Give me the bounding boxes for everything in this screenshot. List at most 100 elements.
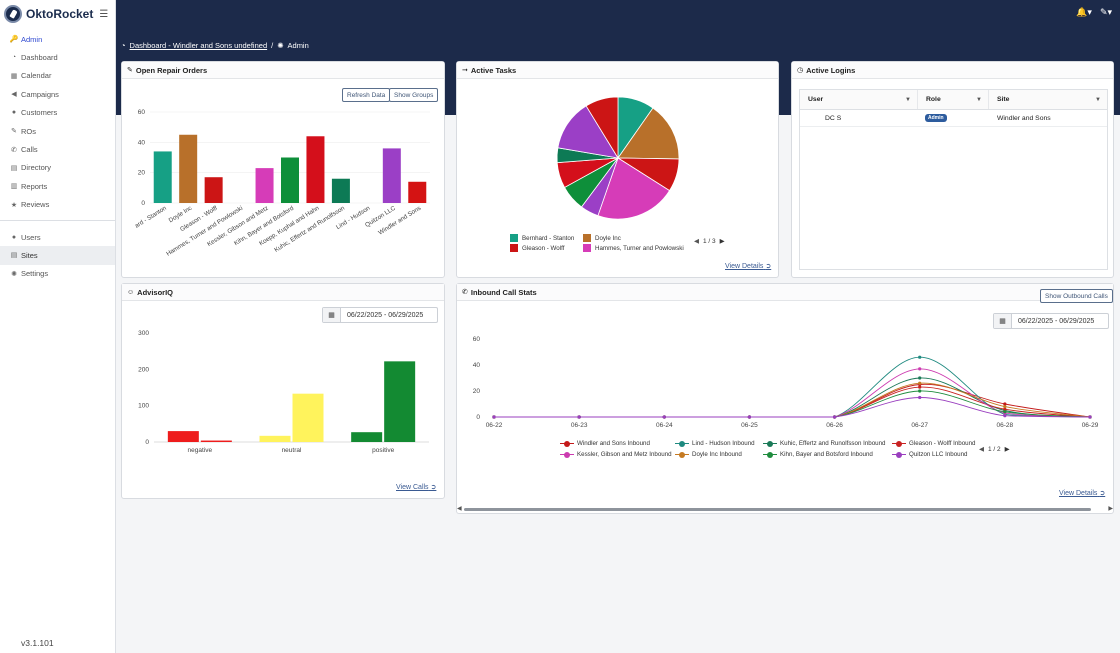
pager-prev-icon[interactable]: ◀	[694, 238, 699, 245]
sidebar-item-dashboard[interactable]: ◔ Dashboard	[0, 48, 115, 66]
scrollbar-thumb[interactable]	[464, 508, 1091, 511]
sidebar-item-sites[interactable]: ▤ Sites	[0, 246, 115, 265]
legend-item[interactable]: Kihn, Bayer and Botsford Inbound	[763, 451, 873, 458]
active-logins-table: User ▼ Role ▼ Site ▼ DC S Admin Windler and…	[799, 89, 1108, 270]
legend-swatch	[583, 234, 591, 242]
legend-item[interactable]: Gleason - Wolff	[510, 244, 564, 252]
bar	[200, 440, 232, 442]
legend-item[interactable]: Hammes, Turner and Powlowski	[583, 244, 684, 252]
view-calls-link[interactable]: View Calls ➲	[396, 483, 436, 491]
pager-next-icon[interactable]: ▶	[1004, 446, 1010, 453]
legend-item[interactable]: Kessler, Gibson and Metz Inbound	[560, 451, 672, 458]
calendar-icon: ▦	[994, 314, 1012, 328]
logo[interactable]: OktoRocket ☰	[0, 0, 115, 28]
data-point	[918, 381, 922, 385]
user-menu-icon[interactable]: ✎▾	[1099, 7, 1112, 17]
open-repair-orders-card: ✎ Open Repair Orders Refresh Data Show Gr…	[121, 61, 445, 278]
data-point	[1003, 410, 1007, 414]
legend-swatch	[583, 244, 591, 252]
column-label: User	[808, 96, 824, 103]
show-groups-button[interactable]: Show Groups	[389, 88, 439, 102]
breadcrumb-dashboard-link[interactable]: Dashboard - Windler and Sons undefined	[129, 41, 268, 50]
sidebar-item-users[interactable]: ● Users	[0, 228, 115, 246]
legend-label: Quitzon LLC Inbound	[909, 451, 968, 458]
sidebar-item-customers[interactable]: ● Customers	[0, 104, 115, 122]
show-outbound-calls-button[interactable]: Show Outbound Calls	[1040, 289, 1113, 303]
data-point	[918, 367, 922, 371]
legend-item[interactable]: Lind - Hudson Inbound	[675, 440, 755, 447]
app-version: v3.1.101	[21, 638, 54, 648]
column-site[interactable]: Site ▼	[989, 90, 1107, 109]
column-user[interactable]: User ▼	[800, 90, 918, 109]
filter-icon[interactable]: ▼	[905, 96, 911, 103]
sidebar-divider	[0, 219, 115, 221]
notifications-bell-icon[interactable]: 🔔▾	[1076, 7, 1092, 17]
y-tick-label: 200	[138, 366, 149, 373]
y-tick-label: 0	[476, 414, 480, 421]
column-label: Role	[926, 96, 941, 103]
legend-label: Bernhard - Stanton	[522, 234, 575, 242]
card-title: Inbound Call Stats	[470, 287, 537, 297]
pager-next-icon[interactable]: ▶	[719, 238, 725, 245]
pie-legend-pager: ◀ 1 / 3 ▶	[694, 237, 725, 246]
users-icon: ●	[11, 109, 17, 117]
data-point	[577, 415, 581, 419]
x-tick-label: 06-26	[826, 422, 843, 429]
pager-text: 1 / 2	[988, 445, 1001, 453]
legend-label: Kessler, Gibson and Metz Inbound	[577, 451, 672, 458]
legend-item[interactable]: Windler and Sons Inbound	[560, 440, 650, 447]
line-legend-pager: ◀ 1 / 2 ▶	[979, 445, 1010, 454]
sidebar-item-ros[interactable]: ✎ ROs	[0, 122, 115, 140]
advisoriq-chart: 0 100 200 300 negative neutral positive	[138, 330, 429, 454]
sidebar-item-calendar[interactable]: ▦ Calendar	[0, 67, 115, 85]
bar	[204, 177, 223, 203]
filter-icon[interactable]: ▼	[976, 96, 982, 103]
refresh-data-button[interactable]: Refresh Data	[342, 88, 391, 102]
sidebar-item-admin[interactable]: 🔑 Admin	[0, 30, 115, 48]
inbound-view-details-link[interactable]: View Details ➲	[1059, 489, 1105, 497]
table-row[interactable]: DC S Admin Windler and Sons	[800, 110, 1107, 127]
pager-prev-icon[interactable]: ◀	[979, 446, 984, 453]
data-point	[747, 415, 752, 419]
x-tick-label: 06-23	[571, 422, 588, 429]
x-tick-label: neutral	[282, 447, 302, 454]
sidebar-item-settings[interactable]: ✺ Settings	[0, 265, 115, 283]
scroll-right-icon[interactable]: ▶	[1108, 506, 1113, 512]
active-tasks-view-details-link[interactable]: View Details ➲	[725, 262, 771, 270]
legend-item[interactable]: Quitzon LLC Inbound	[892, 451, 967, 458]
sidebar-item-reviews[interactable]: ★ Reviews	[0, 196, 115, 214]
legend-marker	[763, 440, 777, 447]
legend-label: Gleason - Wolff	[522, 244, 565, 252]
sidebar-item-directory[interactable]: ▤ Directory	[0, 159, 115, 177]
bar	[382, 148, 401, 203]
sidebar: OktoRocket ☰ 🔑 Admin ◔ Dashboard ▦ Calendar ◀ C…	[0, 0, 116, 653]
advisoriq-date-range-picker[interactable]: ▦ 06/22/2025 - 06/29/2025	[322, 307, 438, 323]
data-point	[1088, 415, 1092, 419]
sidebar-item-campaigns[interactable]: ◀ Campaigns	[0, 85, 115, 103]
bar	[255, 168, 274, 203]
legend-label: Lind - Hudson Inbound	[692, 440, 755, 447]
pie-slice	[557, 105, 619, 159]
scroll-left-icon[interactable]: ◀	[457, 506, 462, 512]
pie-slice	[585, 96, 619, 160]
phone-icon: ✆	[462, 289, 468, 296]
legend-swatch	[510, 234, 518, 242]
legend-item[interactable]: Kuhic, Effertz and Runolfsson Inbound	[763, 440, 886, 447]
legend-label: Kihn, Bayer and Botsford Inbound	[780, 451, 873, 458]
cell-site: Windler and Sons	[997, 114, 1051, 122]
column-role[interactable]: Role ▼	[918, 90, 989, 109]
horizontal-scrollbar[interactable]: ◀ ▶	[457, 505, 1113, 513]
breadcrumb-separator: /	[271, 41, 274, 50]
sidebar-item-label: Calls	[21, 145, 38, 155]
legend-item[interactable]: Gleason - Wolff Inbound	[892, 440, 976, 447]
filter-icon[interactable]: ▼	[1095, 96, 1101, 103]
legend-item[interactable]: Doyle Inc	[583, 234, 621, 242]
inbound-date-range-picker[interactable]: ▦ 06/22/2025 - 06/29/2025	[993, 313, 1109, 329]
sidebar-item-calls[interactable]: ✆ Calls	[0, 140, 115, 158]
legend-item[interactable]: Bernhard - Stanton	[510, 234, 574, 242]
legend-item[interactable]: Doyle Inc Inbound	[675, 451, 742, 458]
key-icon: 🔑	[9, 36, 19, 44]
sidebar-item-reports[interactable]: ▥ Reports	[0, 177, 115, 195]
hamburger-menu-icon[interactable]: ☰	[99, 8, 109, 20]
